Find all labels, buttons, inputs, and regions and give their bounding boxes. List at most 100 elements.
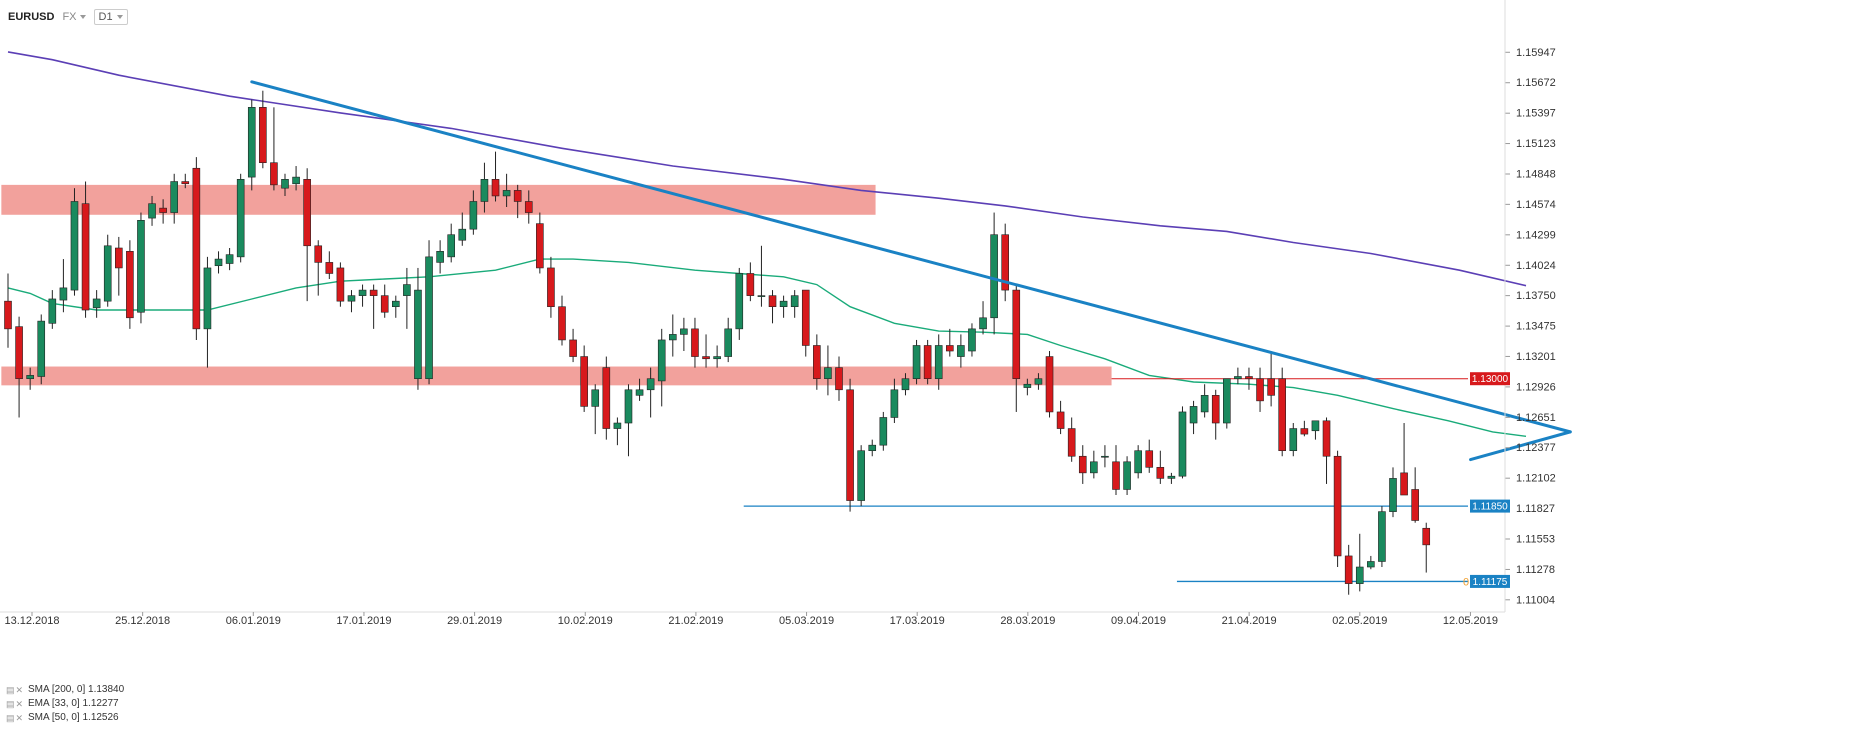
- candle-body: [1311, 420, 1320, 432]
- candle-body: [1023, 383, 1032, 388]
- price-tick-label: 1.15397: [1516, 108, 1556, 120]
- candle-body: [824, 367, 832, 380]
- candle-body: [1101, 455, 1109, 458]
- price-tick-label: 1.11553: [1516, 533, 1555, 545]
- resistance-zone: [1, 366, 1112, 386]
- time-tick-label: 06.01.2019: [226, 615, 281, 627]
- candle-body: [447, 234, 456, 258]
- ema33-layer: [7, 258, 1527, 437]
- candle-body: [1411, 489, 1419, 521]
- candle-body: [1156, 467, 1165, 479]
- trendline: [250, 80, 1572, 434]
- price-tick-label: 1.12926: [1516, 381, 1556, 393]
- candle-body: [314, 245, 323, 263]
- settings-close-icon[interactable]: ▤✕: [6, 685, 25, 695]
- candle-body: [968, 328, 976, 352]
- trendline: [1469, 430, 1572, 462]
- candle-body: [15, 326, 23, 380]
- candle-body: [1256, 378, 1264, 402]
- candle-body: [547, 267, 555, 308]
- candle-body: [391, 300, 400, 308]
- time-tick-label: 28.03.2019: [1000, 615, 1055, 627]
- market-selector[interactable]: FX: [62, 11, 86, 23]
- candle-body: [1278, 378, 1286, 452]
- candle-body: [270, 162, 278, 186]
- candle-body: [979, 317, 987, 330]
- candle-body: [115, 247, 123, 269]
- horizontal-levels: [743, 378, 1468, 583]
- candle-body: [1223, 378, 1231, 424]
- candle-body: [513, 190, 522, 202]
- candle-body: [1078, 455, 1087, 474]
- candle-body: [502, 190, 511, 197]
- candle-body: [1333, 455, 1342, 557]
- chart-toolbar: EURUSD FX D1: [8, 9, 128, 25]
- ema33-line: [7, 258, 1527, 437]
- candle-body: [1389, 478, 1397, 512]
- candle-body: [680, 328, 688, 335]
- candle-body: [668, 334, 677, 341]
- candle-body: [569, 339, 577, 357]
- candle-body: [536, 223, 544, 269]
- price-tick-label: 1.14848: [1516, 169, 1556, 181]
- price-tick-label: 1.14024: [1516, 260, 1556, 272]
- candle-body: [524, 201, 533, 213]
- time-axis: 13.12.2018 25.12.2018 06.01.2019 17.01.2019…: [0, 611, 1505, 627]
- candle-body: [1378, 511, 1386, 562]
- candle-body: [768, 295, 777, 308]
- candle-body: [1344, 555, 1353, 584]
- price-tick-label: 1.13201: [1516, 351, 1556, 363]
- price-tick-label: 1.14574: [1516, 199, 1556, 211]
- indicator-row-sma50[interactable]: ▤✕ SMA [50, 0] 1.12526: [6, 711, 124, 725]
- indicator-row-sma200[interactable]: ▤✕ SMA [200, 0] 1.13840: [6, 683, 124, 697]
- price-tick-label: 1.11827: [1516, 503, 1555, 515]
- candle-body: [657, 339, 666, 382]
- candle-body: [480, 179, 489, 202]
- candle-body: [469, 201, 478, 230]
- candle-body: [790, 295, 799, 308]
- level-marker-text: 0: [1463, 576, 1469, 588]
- settings-close-icon[interactable]: ▤✕: [6, 713, 25, 723]
- candle-body: [558, 306, 566, 341]
- candle-body: [1245, 376, 1253, 380]
- time-tick-label: 25.12.2018: [115, 615, 170, 627]
- candle-body: [779, 300, 788, 308]
- candle-body: [4, 300, 12, 330]
- candle-body: [1234, 376, 1242, 380]
- timeframe-label: D1: [98, 11, 113, 23]
- candle-body: [580, 356, 588, 407]
- candle-body: [414, 289, 422, 380]
- candles: [4, 90, 1431, 595]
- indicator-row-ema33[interactable]: ▤✕ EMA [33, 0] 1.12277: [6, 697, 124, 711]
- level-price-label: 1.11850: [1472, 502, 1508, 513]
- candle-body: [170, 181, 178, 213]
- sma200-layer: [7, 51, 1527, 287]
- candle-body: [491, 179, 500, 197]
- candle-body: [1012, 289, 1021, 380]
- candle-body: [247, 107, 256, 178]
- candle-body: [846, 389, 854, 501]
- candle-body: [890, 389, 899, 418]
- candle-body: [813, 345, 821, 380]
- candle-body: [137, 220, 145, 313]
- symbol-label[interactable]: EURUSD: [8, 11, 55, 23]
- candle-body: [1400, 472, 1408, 496]
- timeframe-selector[interactable]: D1: [93, 9, 128, 25]
- level-price-badge: [1470, 574, 1510, 588]
- candle-body: [380, 295, 389, 313]
- candle-body: [1289, 428, 1298, 452]
- candle-body: [59, 287, 68, 301]
- candle-body: [1267, 378, 1275, 396]
- settings-close-icon[interactable]: ▤✕: [6, 699, 25, 709]
- candle-body: [602, 367, 611, 429]
- candle-body: [225, 254, 234, 264]
- candle-body: [303, 179, 311, 247]
- price-tick-label: 1.13475: [1516, 321, 1556, 333]
- candle-body: [369, 289, 378, 296]
- price-tick-label: 1.15672: [1516, 77, 1556, 89]
- candle-body: [1034, 378, 1043, 385]
- trendline-layer: [250, 80, 1572, 462]
- time-tick-label: 17.03.2019: [890, 615, 945, 627]
- candle-body: [1200, 395, 1209, 413]
